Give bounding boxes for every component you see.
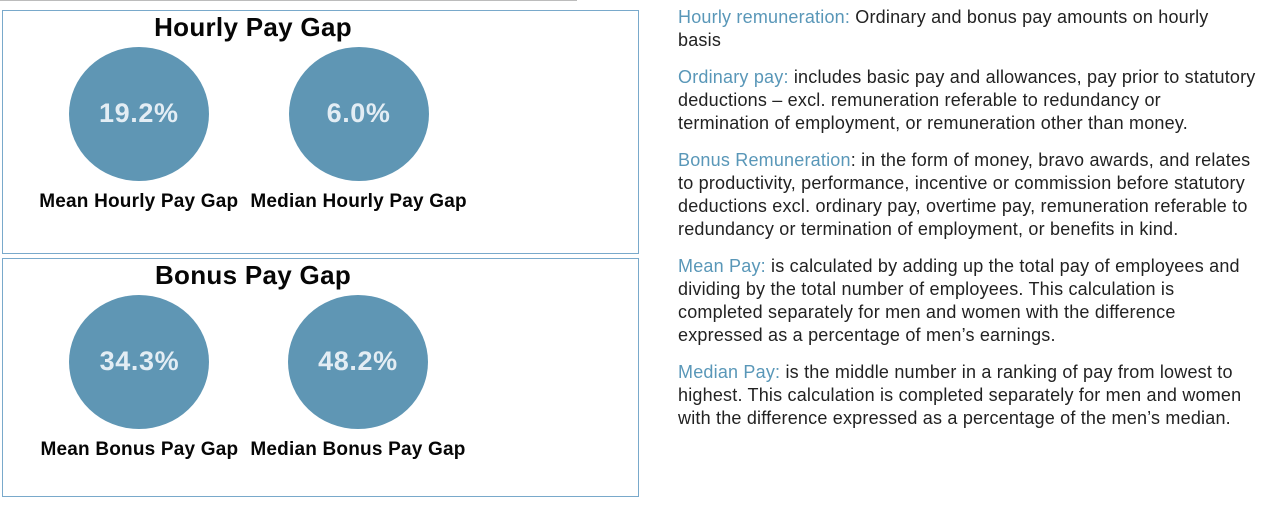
definition-term: Hourly remuneration:	[678, 7, 851, 27]
hourly-panel-content: Hourly Pay Gap 19.2% Mean Hourly Pay Gap…	[3, 11, 503, 213]
mean-hourly-label: Mean Hourly Pay Gap	[39, 190, 239, 212]
definition-body: is the middle number in a ranking of pay…	[678, 362, 1242, 428]
definition-body: includes basic pay and allowances, pay p…	[678, 67, 1256, 133]
bonus-panel-title: Bonus Pay Gap	[154, 260, 352, 290]
top-edge-artifact-line	[0, 0, 577, 1]
definition-median-pay: Median Pay: is the middle number in a ra…	[678, 361, 1256, 430]
definition-mean-pay: Mean Pay: is calculated by adding up the…	[678, 255, 1256, 347]
definition-term: Bonus Remuneration	[678, 150, 851, 170]
kpi-mean-hourly: 19.2% Mean Hourly Pay Gap	[39, 46, 239, 213]
median-hourly-circle: 6.0%	[288, 46, 429, 181]
bonus-panel-content: Bonus Pay Gap 34.3% Mean Bonus Pay Gap 4…	[3, 259, 503, 461]
median-bonus-label: Median Bonus Pay Gap	[250, 438, 466, 460]
bonus-circles-row: 34.3% Mean Bonus Pay Gap 48.2% Median Bo…	[40, 294, 466, 461]
hourly-panel-title: Hourly Pay Gap	[154, 12, 352, 42]
mean-bonus-value: 34.3%	[99, 346, 180, 377]
definition-term: Median Pay:	[678, 362, 781, 382]
hourly-pay-gap-panel: Hourly Pay Gap 19.2% Mean Hourly Pay Gap…	[2, 10, 639, 254]
definition-body: is calculated by adding up the total pay…	[678, 256, 1240, 345]
bonus-pay-gap-panel: Bonus Pay Gap 34.3% Mean Bonus Pay Gap 4…	[2, 258, 639, 497]
mean-bonus-label: Mean Bonus Pay Gap	[40, 438, 239, 460]
kpi-mean-bonus: 34.3% Mean Bonus Pay Gap	[40, 294, 239, 461]
mean-hourly-circle: 19.2%	[68, 46, 209, 181]
mean-hourly-value: 19.2%	[99, 98, 179, 129]
definition-bonus-remuneration: Bonus Remuneration: in the form of money…	[678, 149, 1256, 241]
median-bonus-circle: 48.2%	[287, 294, 428, 429]
hourly-circles-row: 19.2% Mean Hourly Pay Gap 6.0% Median Ho…	[39, 46, 467, 213]
definition-term: Mean Pay:	[678, 256, 766, 276]
median-bonus-value: 48.2%	[318, 346, 398, 377]
definition-hourly-remuneration: Hourly remuneration: Ordinary and bonus …	[678, 6, 1256, 52]
median-hourly-value: 6.0%	[326, 98, 391, 129]
definition-body: : in the form of money, bravo awards, an…	[678, 150, 1251, 239]
mean-bonus-circle: 34.3%	[69, 294, 210, 429]
definition-ordinary-pay: Ordinary pay: includes basic pay and all…	[678, 66, 1256, 135]
kpi-median-hourly: 6.0% Median Hourly Pay Gap	[250, 46, 467, 213]
kpi-median-bonus: 48.2% Median Bonus Pay Gap	[250, 294, 466, 461]
median-hourly-label: Median Hourly Pay Gap	[250, 190, 467, 212]
definition-term: Ordinary pay:	[678, 67, 789, 87]
definition-body: Ordinary and bonus pay amounts on hourly…	[678, 7, 1209, 50]
definitions-panel: Hourly remuneration: Ordinary and bonus …	[678, 6, 1256, 444]
